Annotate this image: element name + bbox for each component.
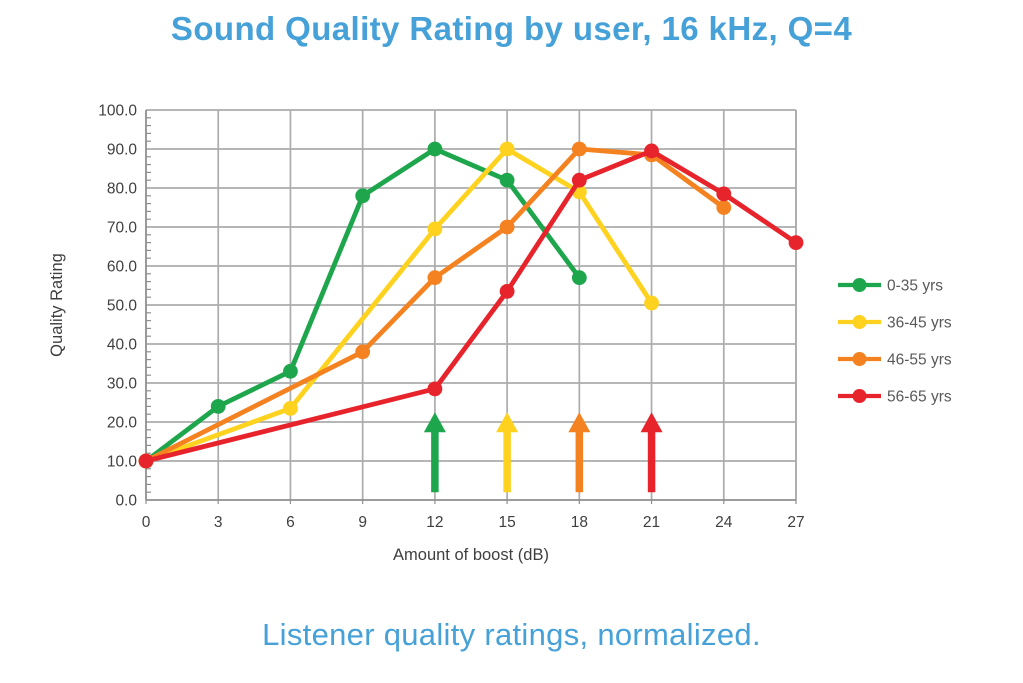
y-axis-title: Quality Rating xyxy=(48,253,66,357)
legend-label: 36-45 yrs xyxy=(887,315,952,332)
x-tick-label: 0 xyxy=(142,514,151,531)
series-marker xyxy=(427,221,443,237)
up-arrow-head xyxy=(640,412,663,433)
legend-marker xyxy=(852,389,867,403)
y-tick-label: 20.0 xyxy=(107,415,138,432)
y-tick-label: 30.0 xyxy=(107,376,138,393)
series-marker xyxy=(210,399,226,414)
up-arrow-head xyxy=(423,412,446,433)
y-tick-label: 50.0 xyxy=(107,298,138,315)
series-marker xyxy=(283,363,298,379)
up-arrow-head xyxy=(496,412,519,433)
series-marker xyxy=(499,172,515,188)
series-marker xyxy=(427,381,443,397)
series-marker xyxy=(138,453,154,469)
x-tick-label: 15 xyxy=(498,514,515,531)
series-marker xyxy=(644,295,659,311)
series-marker xyxy=(499,283,515,299)
series-marker xyxy=(499,141,515,157)
y-tick-label: 10.0 xyxy=(107,454,138,471)
x-axis-title: Amount of boost (dB) xyxy=(393,546,549,564)
y-tick-label: 60.0 xyxy=(107,259,138,276)
series-line xyxy=(143,146,654,464)
legend-marker xyxy=(852,278,867,292)
series-marker xyxy=(788,235,804,251)
series-marker xyxy=(571,141,587,157)
y-tick-label: 80.0 xyxy=(107,181,138,198)
x-tick-label: 3 xyxy=(214,514,223,531)
series-marker xyxy=(355,188,371,204)
series-marker xyxy=(644,143,659,159)
legend-label: 46-55 yrs xyxy=(887,352,952,369)
series-marker xyxy=(716,200,732,215)
series-marker xyxy=(355,344,371,360)
series-marker xyxy=(283,400,298,416)
series-marker xyxy=(427,141,443,157)
legend-label: 0-35 yrs xyxy=(887,278,943,295)
series-marker xyxy=(427,270,443,286)
y-tick-label: 100.0 xyxy=(98,103,137,120)
x-tick-label: 9 xyxy=(358,514,367,531)
x-tick-label: 12 xyxy=(426,514,443,531)
y-tick-label: 90.0 xyxy=(107,142,138,159)
series-marker xyxy=(571,270,587,286)
x-tick-label: 21 xyxy=(643,514,660,531)
series-marker xyxy=(571,172,587,188)
legend-label: 56-65 yrs xyxy=(887,389,952,406)
chart-caption: Listener quality ratings, normalized. xyxy=(262,617,761,652)
y-tick-label: 0.0 xyxy=(115,493,137,510)
legend-marker xyxy=(852,315,867,329)
y-tick-label: 40.0 xyxy=(107,337,138,354)
y-tick-label: 70.0 xyxy=(107,220,138,237)
chart-title: Sound Quality Rating by user, 16 kHz, Q=… xyxy=(170,10,853,47)
x-tick-label: 24 xyxy=(715,514,733,531)
x-tick-label: 6 xyxy=(286,514,295,531)
x-tick-label: 27 xyxy=(787,514,804,531)
series-marker xyxy=(716,186,732,202)
up-arrow-head xyxy=(568,412,591,433)
x-tick-label: 18 xyxy=(571,514,588,531)
legend-marker xyxy=(852,352,867,366)
series-marker xyxy=(499,219,515,235)
line-chart-canvas: 0.0 10.0 20.0 30.0 40.0 50.0 60.0 70.0 80.0 90.0 1… xyxy=(48,103,952,565)
